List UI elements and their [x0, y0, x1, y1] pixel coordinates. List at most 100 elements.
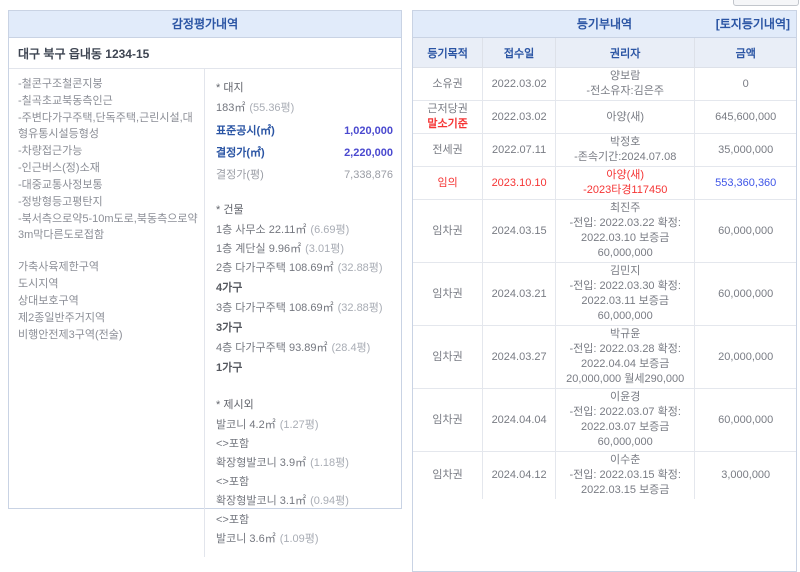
detail-line-pyeong: (6.69평): [310, 224, 350, 236]
detail-unit-count: 3가구: [216, 322, 243, 334]
date-cell: 2022.03.02: [482, 67, 556, 101]
amount-cell: 20,000,000: [694, 325, 797, 389]
detail-line-main: 4층 다가구주택 93.89㎡: [216, 342, 328, 354]
feature-item: -칠곡초교북동측인근: [18, 95, 113, 107]
holder-line: 박정호: [610, 136, 641, 148]
holder-line: -전입: 2022.03.30 확정:: [569, 280, 681, 292]
detail-value-row: 결정가(평) 7,338,876: [216, 164, 393, 186]
date-cell: 2022.07.11: [482, 133, 556, 167]
table-row: 근저당권 말소기준 2022.03.02 아양(새) 645,600,000: [412, 100, 797, 134]
table-row: 임차권 2024.03.27 박규윤 -전입: 2022.03.28 확정: 2022.…: [412, 325, 797, 389]
detail-line-main: 1층 계단실 9.96㎡: [216, 243, 302, 255]
detail-column: * 대지 183㎡ (55.36평) 표준공시(㎡) 1,020,000 결정가(㎡) 2,…: [204, 69, 401, 557]
amount-cell: 3,000,000: [694, 451, 797, 500]
zone-item: 상대보호구역: [18, 295, 79, 307]
detail-gap: [216, 381, 393, 392]
detail-line-pyeong: (32.88평): [337, 302, 383, 314]
detail-line-main: 1층 사무소 22.11㎡: [216, 224, 307, 236]
purpose-cell: 임차권: [412, 325, 484, 389]
holder-cell: 이윤경 -전입: 2022.03.07 확정: 2022.03.07 보증금 60,0…: [554, 388, 696, 452]
partial-button[interactable]: [733, 0, 799, 6]
land-registry-link[interactable]: [토지등기내역]: [715, 17, 790, 31]
detail-value-row: 표준공시(㎡) 1,020,000: [216, 120, 393, 142]
purpose-cell: 임차권: [412, 262, 484, 326]
detail-section-label: * 대지: [216, 82, 244, 94]
feature-item: -인근버스(정)소재: [18, 162, 100, 174]
holder-line: 60,000,000: [597, 247, 653, 259]
holder-line: 60,000,000: [597, 436, 653, 448]
detail-line: 발코니 4.2㎡ (1.27평): [216, 418, 393, 433]
appraisal-panel: 감정평가내역 대구 북구 읍내동 1234-15 -철콘구조철콘지붕 -칠곡초교북…: [8, 10, 402, 557]
column-header: 금액: [694, 37, 797, 68]
amount-cell: 35,000,000: [694, 133, 797, 167]
date-cell: 2024.03.27: [482, 325, 556, 389]
detail-line-main: 3층 다가구주택 108.69㎡: [216, 302, 334, 314]
table-row: 전세권 2022.07.11 박정호 -존속기간:2024.07.08 35,000,0…: [412, 133, 797, 167]
detail-line-pyeong: (3.01평): [305, 243, 344, 255]
detail-include-note: <>포함: [216, 438, 250, 450]
registry-table-header-row: 등기목적 접수일 권리자 금액: [412, 37, 797, 68]
table-row: 임차권 2024.03.21 김민지 -전입: 2022.03.30 확정: 2022.…: [412, 262, 797, 326]
holder-line: 최진주: [610, 202, 641, 214]
detail-section-label: * 건물: [216, 204, 244, 216]
detail-line: 발코니 3.6㎡ (1.09평): [216, 532, 393, 547]
detail-line: 1층 사무소 22.11㎡ (6.69평): [216, 223, 393, 238]
purpose-text: 전세권: [432, 143, 463, 156]
holder-cell: 박정호 -존속기간:2024.07.08: [554, 133, 696, 167]
date-cell: 2023.10.10: [482, 166, 556, 200]
registry-table: 등기목적 접수일 권리자 금액 소유권 2022.03.02 양보람 -전소유자:김은주 0 근…: [412, 37, 797, 500]
detail-line: 1층 계단실 9.96㎡ (3.01평): [216, 242, 393, 257]
detail-value-row: 결정가(㎡) 2,220,000: [216, 142, 393, 164]
amount-cell: 0: [694, 67, 797, 101]
detail-line-pyeong: (0.94평): [310, 495, 349, 507]
detail-value-amount: 1,020,000: [344, 125, 393, 137]
appraisal-body: -철콘구조철콘지붕 -칠곡초교북동측인근 -주변다가구주택,단독주택,근린시설,대형…: [9, 69, 401, 557]
registry-title: 등기부내역: [576, 17, 633, 31]
detail-value-amount: 7,338,876: [344, 169, 393, 181]
purpose-cell: 소유권: [412, 67, 484, 101]
detail-unit-count: 1가구: [216, 362, 243, 374]
detail-line-pyeong: (1.09평): [279, 533, 319, 545]
holder-line: 김민지: [610, 265, 641, 277]
registry-panel: 등기부내역 [토지등기내역] 등기목적 접수일 권리자 금액 소유권 2022.03.0…: [412, 10, 797, 572]
feature-item: -주변다가구주택,단독주택,근린시설,대형유통시설등형성: [18, 112, 193, 140]
detail-line-pyeong: (1.27평): [279, 419, 319, 431]
amount-cell: 60,000,000: [694, 388, 797, 452]
detail-line-main: 확장형발코니 3.9㎡: [216, 457, 307, 469]
feature-list: -철콘구조철콘지붕 -칠곡초교북동측인근 -주변다가구주택,단독주택,근린시설,대형…: [9, 69, 204, 557]
purpose-text: 임차권: [432, 287, 463, 300]
detail-section-label: * 제시외: [216, 399, 254, 411]
holder-cell: 양보람 -전소유자:김은주: [554, 67, 696, 101]
purpose-text: 임차권: [432, 350, 463, 363]
purpose-text: 근저당권: [427, 103, 468, 115]
detail-line-main: 2층 다가구주택 108.69㎡: [216, 262, 334, 274]
purpose-cell: 임의: [412, 166, 484, 200]
holder-line: 이윤경: [610, 391, 641, 403]
feature-item: -철콘구조철콘지붕: [18, 78, 103, 90]
table-row: 임차권 2024.04.12 이수춘 -전입: 2022.03.15 확정: 2022.…: [412, 451, 797, 500]
holder-line: 60,000,000: [597, 310, 653, 322]
holder-line: 2022.03.10 보증금: [580, 232, 670, 244]
purpose-cell: 임차권: [412, 388, 484, 452]
holder-cell: 김민지 -전입: 2022.03.30 확정: 2022.03.11 보증금 60,0…: [554, 262, 696, 326]
holder-line: -전입: 2022.03.28 확정:: [569, 343, 681, 355]
date-cell: 2024.04.12: [482, 451, 556, 500]
detail-line-main: 발코니 4.2㎡: [216, 419, 276, 431]
holder-cell: 박규윤 -전입: 2022.03.28 확정: 2022.04.04 보증금 20,0…: [554, 325, 696, 389]
detail-line: 2층 다가구주택 108.69㎡ (32.88평): [216, 261, 393, 276]
holder-line: 2022.03.11 보증금: [581, 295, 670, 307]
purpose-text: 임의: [437, 176, 458, 189]
date-cell: 2024.03.15: [482, 199, 556, 263]
detail-value-amount: 2,220,000: [344, 147, 393, 159]
holder-line: 2022.03.15 보증금: [580, 484, 670, 496]
feature-item: -정방형등고평탄지: [18, 196, 103, 208]
purpose-subtext: 말소기준: [427, 118, 468, 130]
date-cell: 2024.04.04: [482, 388, 556, 452]
table-row: 소유권 2022.03.02 양보람 -전소유자:김은주 0: [412, 67, 797, 101]
amount-cell: 60,000,000: [694, 262, 797, 326]
detail-include-note: <>포함: [216, 514, 250, 526]
date-cell: 2022.03.02: [482, 100, 556, 134]
feature-item: -북서측으로약5-10m도로,북동측으로약3m막다른도로접함: [18, 213, 198, 241]
detail-line-main: 발코니 3.6㎡: [216, 533, 276, 545]
holder-cell: 최진주 -전입: 2022.03.22 확정: 2022.03.10 보증금 60,0…: [554, 199, 696, 263]
